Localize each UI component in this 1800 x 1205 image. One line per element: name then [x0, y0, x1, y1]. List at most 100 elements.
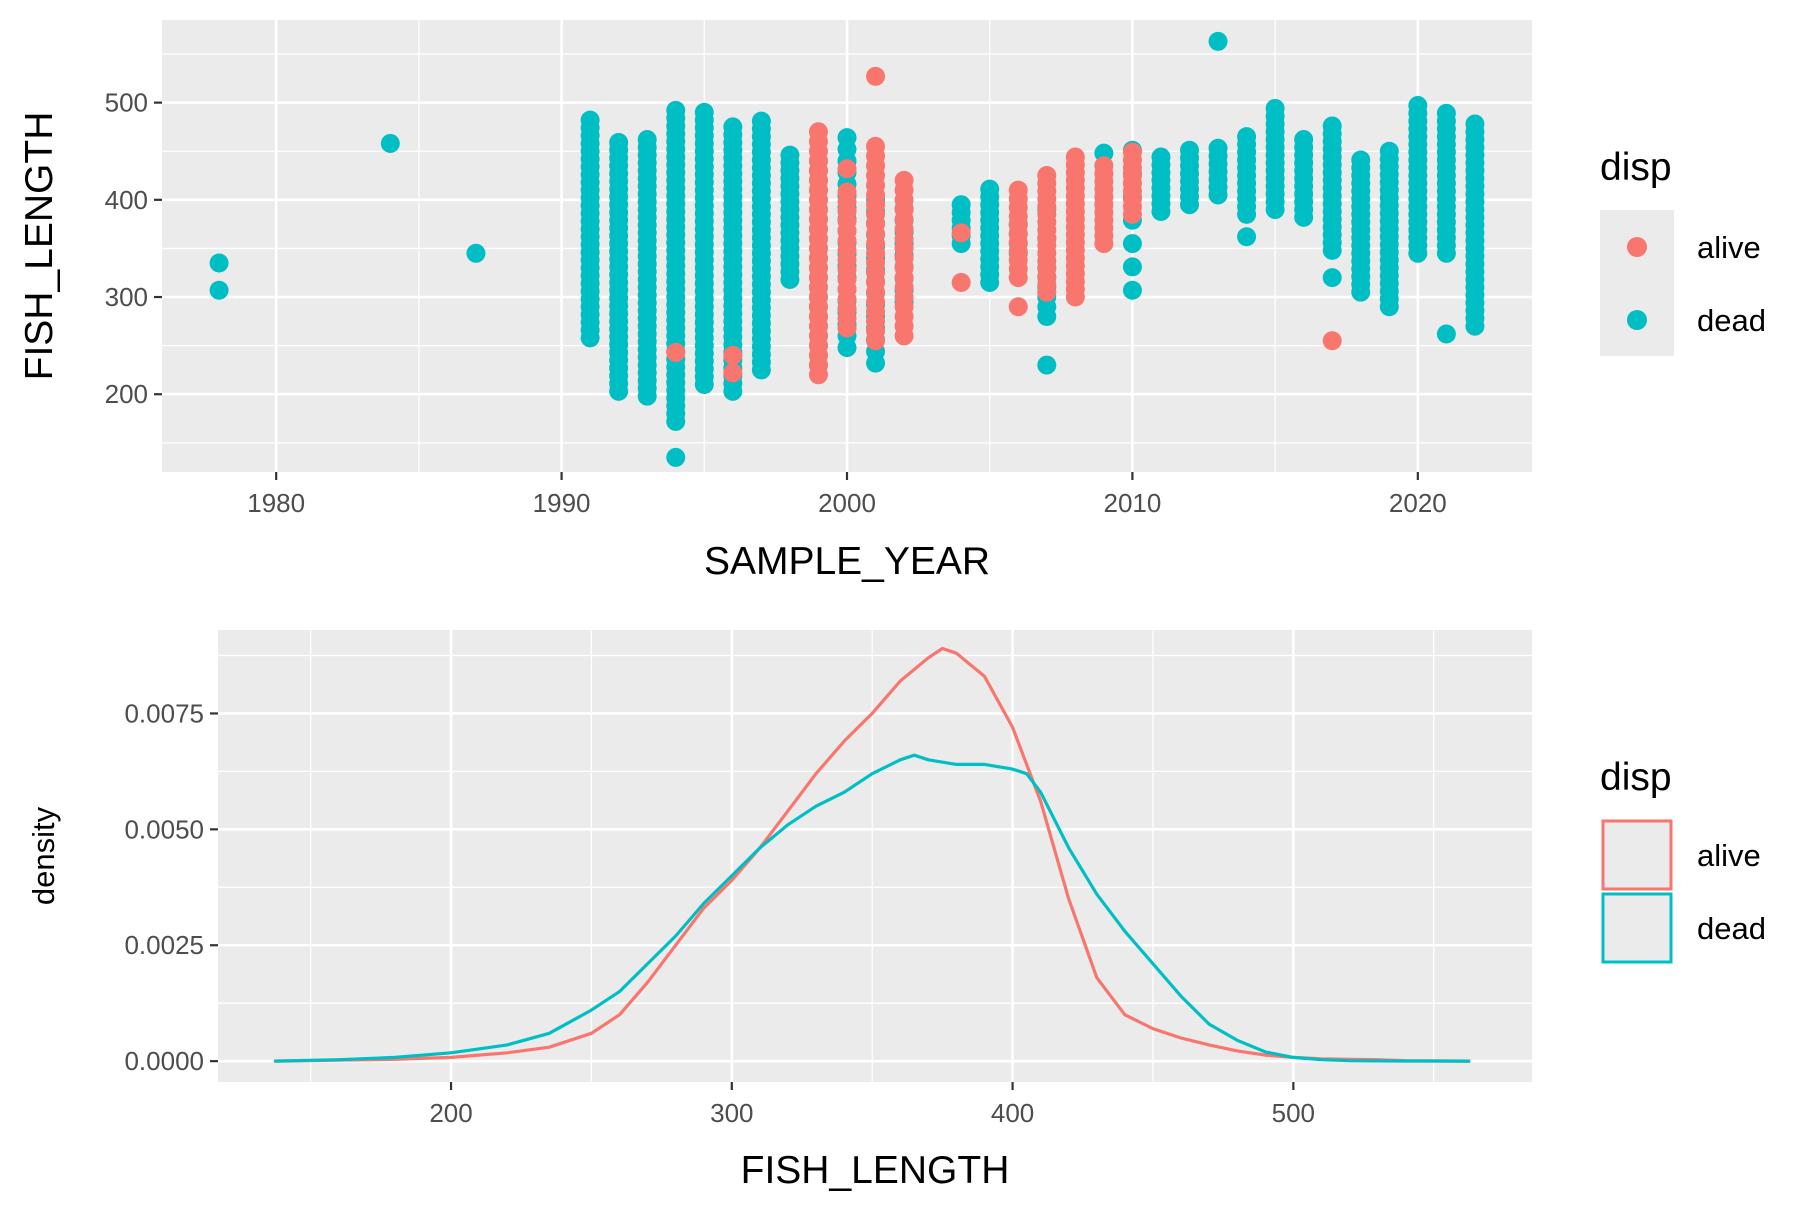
scatter-point-dead [1151, 147, 1171, 167]
density-curves [274, 646, 1471, 1063]
scatter-point-alive [866, 66, 886, 86]
scatter-point-alive [837, 182, 857, 202]
density-y-tick-label: 0.0000 [124, 1046, 204, 1076]
scatter-point-alive [894, 170, 914, 190]
scatter-x-tick-label: 1990 [533, 488, 591, 518]
scatter-point-dead [209, 253, 229, 273]
scatter-point-alive [1065, 147, 1085, 167]
density-x-tick-label: 400 [991, 1098, 1034, 1128]
scatter-point-alive [723, 363, 743, 383]
density-curve-alive [274, 646, 1471, 1063]
scatter-x-tick-label: 2020 [1389, 488, 1447, 518]
scatter-point-alive [1008, 180, 1028, 200]
density-y-tick-label: 0.0075 [124, 698, 204, 728]
density-y-tick-label: 0.0025 [124, 930, 204, 960]
scatter-legend: disp alive dead [1600, 146, 1766, 356]
density-x-axis-title: FISH_LENGTH [741, 1149, 1010, 1192]
density-legend-label-alive: alive [1697, 838, 1761, 873]
density-x-tick-label: 200 [429, 1098, 472, 1128]
scatter-point-dead [1436, 324, 1456, 344]
density-plot: 200 300 400 500 0.0000 0.0025 0.0050 0.0075 FIS… [26, 630, 1766, 1192]
scatter-x-axis-title: SAMPLE_YEAR [704, 540, 990, 583]
scatter-point-dead [1408, 96, 1428, 116]
scatter-point-dead [1037, 355, 1057, 375]
scatter-point-dead [1208, 31, 1228, 51]
density-legend-label-dead: dead [1697, 911, 1766, 946]
scatter-point-alive [1008, 297, 1028, 317]
density-x-tick-label: 300 [710, 1098, 753, 1128]
scatter-point-alive [1122, 142, 1142, 162]
scatter-point-alive [1037, 166, 1057, 186]
density-legend-key-alive [1601, 819, 1673, 891]
scatter-point-dead [980, 179, 1000, 199]
scatter-point-alive [837, 159, 857, 179]
density-legend-key-dead [1601, 892, 1673, 964]
scatter-point-dead [837, 128, 857, 148]
scatter-y-tick-label: 400 [105, 185, 148, 215]
scatter-point-dead [1122, 257, 1142, 277]
scatter-point-dead [580, 110, 600, 130]
scatter-point-alive [723, 345, 743, 365]
scatter-y-tick-label: 300 [105, 282, 148, 312]
scatter-point-dead [1122, 280, 1142, 300]
scatter-point-dead [1180, 140, 1199, 160]
scatter-point-dead [1465, 114, 1485, 134]
scatter-point-alive [666, 342, 686, 362]
scatter-point-alive [951, 272, 971, 292]
scatter-point-dead [666, 447, 686, 467]
density-x-tick-label: 500 [1272, 1098, 1315, 1128]
scatter-point-dead [1237, 127, 1257, 147]
scatter-point-alive [951, 223, 971, 243]
scatter-point-dead [1436, 103, 1456, 123]
scatter-legend-key-dead [1627, 310, 1647, 330]
scatter-point-alive [866, 136, 886, 156]
scatter-y-tick-label: 200 [105, 379, 148, 409]
scatter-y-tick-label: 500 [105, 88, 148, 118]
scatter-point-alive [1322, 331, 1342, 351]
density-y-tick-label: 0.0050 [124, 814, 204, 844]
scatter-legend-title: disp [1600, 146, 1672, 189]
scatter-point-dead [637, 130, 657, 150]
scatter-legend-key-background [1600, 210, 1674, 356]
scatter-point-dead [780, 145, 800, 165]
scatter-point-dead [951, 195, 971, 215]
scatter-plot: 1980 1990 2000 2010 2020 200 300 400 500 SAMPLE_… [18, 20, 1766, 583]
scatter-point-dead [1351, 150, 1371, 170]
scatter-points-dead [209, 31, 1485, 467]
scatter-point-dead [466, 243, 486, 263]
density-legend: disp alive dead [1600, 756, 1766, 964]
density-curve-dead [274, 753, 1471, 1063]
scatter-point-dead [1322, 116, 1342, 136]
scatter-point-dead [1265, 98, 1285, 118]
scatter-point-dead [609, 132, 629, 152]
scatter-point-dead [751, 111, 771, 131]
scatter-legend-key-alive [1627, 237, 1647, 257]
scatter-points-alive [666, 66, 1342, 385]
scatter-point-dead [1294, 130, 1314, 150]
density-panel-background [218, 630, 1532, 1082]
scatter-axis-ticks: 1980 1990 2000 2010 2020 200 300 400 500 [105, 88, 1447, 518]
scatter-point-dead [723, 117, 743, 137]
scatter-point-dead [1322, 268, 1342, 288]
scatter-point-alive [808, 122, 828, 142]
scatter-point-dead [1208, 138, 1228, 158]
scatter-y-axis-title: FISH_LENGTH [18, 112, 61, 381]
scatter-point-dead [1237, 227, 1257, 247]
density-y-axis-title: density [26, 806, 61, 905]
density-axis-ticks: 200 300 400 500 0.0000 0.0025 0.0050 0.0075 [124, 698, 1315, 1128]
density-legend-title: disp [1600, 756, 1672, 799]
scatter-x-tick-label: 2010 [1103, 488, 1161, 518]
scatter-point-dead [380, 133, 400, 153]
density-minor-gridlines [218, 630, 1532, 1082]
scatter-point-dead [666, 100, 686, 120]
scatter-point-dead [1379, 141, 1399, 161]
scatter-legend-label-alive: alive [1697, 230, 1761, 265]
scatter-point-dead [1122, 234, 1142, 254]
scatter-point-dead [694, 102, 714, 122]
scatter-x-tick-label: 2000 [818, 488, 876, 518]
scatter-legend-label-dead: dead [1697, 303, 1766, 338]
scatter-x-tick-label: 1980 [247, 488, 305, 518]
density-major-gridlines [218, 630, 1532, 1082]
